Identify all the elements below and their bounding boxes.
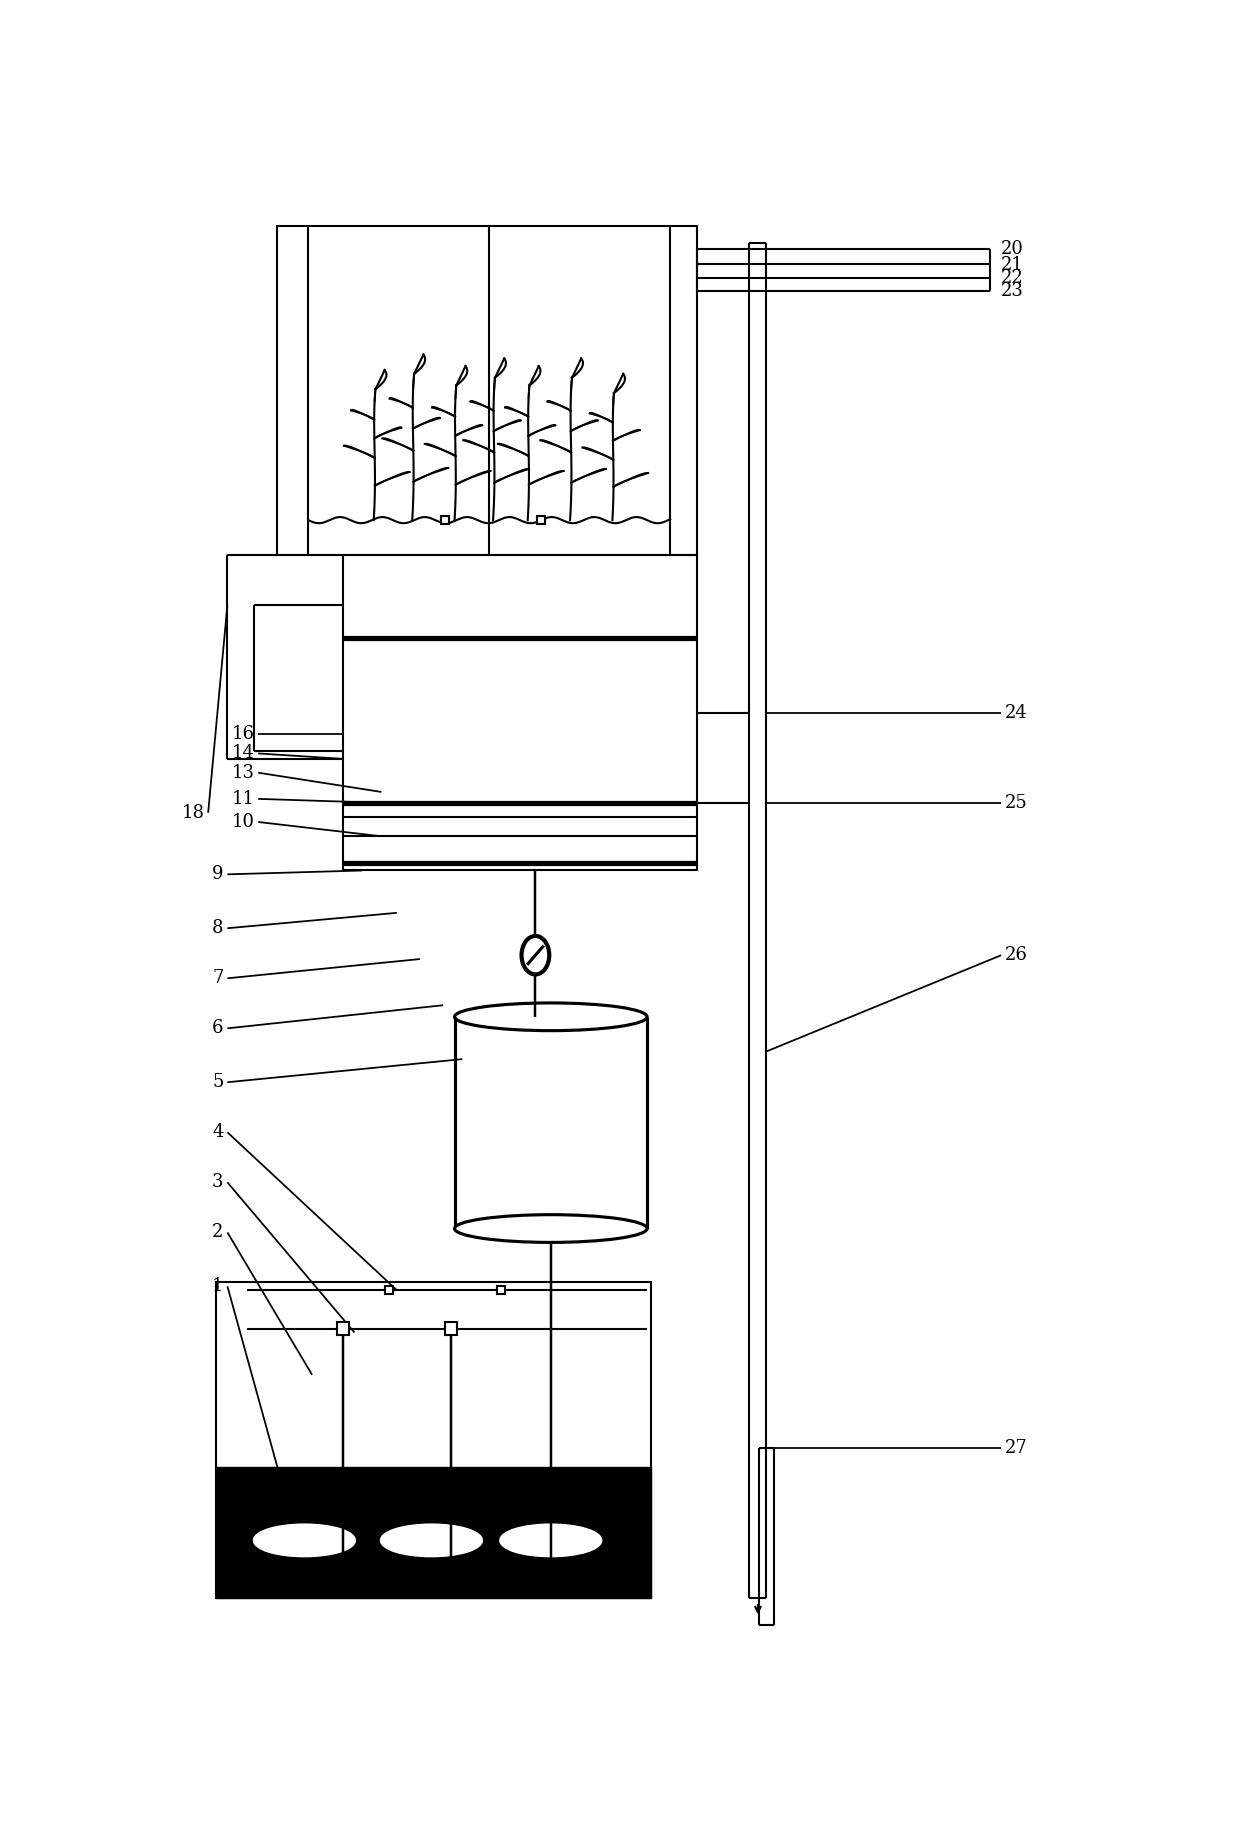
Ellipse shape xyxy=(254,1524,355,1555)
Bar xyxy=(216,1282,651,1598)
Text: 7: 7 xyxy=(212,969,223,987)
Text: 13: 13 xyxy=(232,764,254,782)
Ellipse shape xyxy=(501,1524,601,1555)
Text: 6: 6 xyxy=(212,1019,223,1037)
Text: 4: 4 xyxy=(212,1123,223,1141)
Text: 11: 11 xyxy=(232,790,254,808)
Bar xyxy=(441,517,449,524)
Bar xyxy=(278,225,697,555)
Text: 16: 16 xyxy=(232,725,254,744)
Text: 21: 21 xyxy=(1001,255,1024,273)
Bar xyxy=(386,1286,393,1293)
Text: 9: 9 xyxy=(212,865,223,883)
Ellipse shape xyxy=(382,1524,481,1555)
Bar xyxy=(444,1323,456,1336)
Text: 27: 27 xyxy=(1006,1438,1028,1456)
Text: 23: 23 xyxy=(1001,282,1024,300)
Bar xyxy=(537,517,544,524)
Text: 2: 2 xyxy=(212,1224,223,1242)
Text: 8: 8 xyxy=(212,920,223,938)
Text: 25: 25 xyxy=(1006,793,1028,812)
Text: 5: 5 xyxy=(212,1074,223,1092)
Text: 24: 24 xyxy=(1006,703,1028,722)
Text: 18: 18 xyxy=(181,804,205,823)
Bar xyxy=(497,1286,505,1293)
Bar xyxy=(343,555,697,870)
Text: 20: 20 xyxy=(1001,240,1024,258)
Text: 22: 22 xyxy=(1001,269,1024,286)
Text: 26: 26 xyxy=(1006,945,1028,964)
Text: 10: 10 xyxy=(232,813,254,832)
Text: 3: 3 xyxy=(212,1172,223,1191)
Ellipse shape xyxy=(455,1215,647,1242)
Text: 1: 1 xyxy=(212,1277,223,1295)
Text: 14: 14 xyxy=(232,744,254,762)
Bar xyxy=(337,1323,350,1336)
Bar xyxy=(216,1467,651,1598)
